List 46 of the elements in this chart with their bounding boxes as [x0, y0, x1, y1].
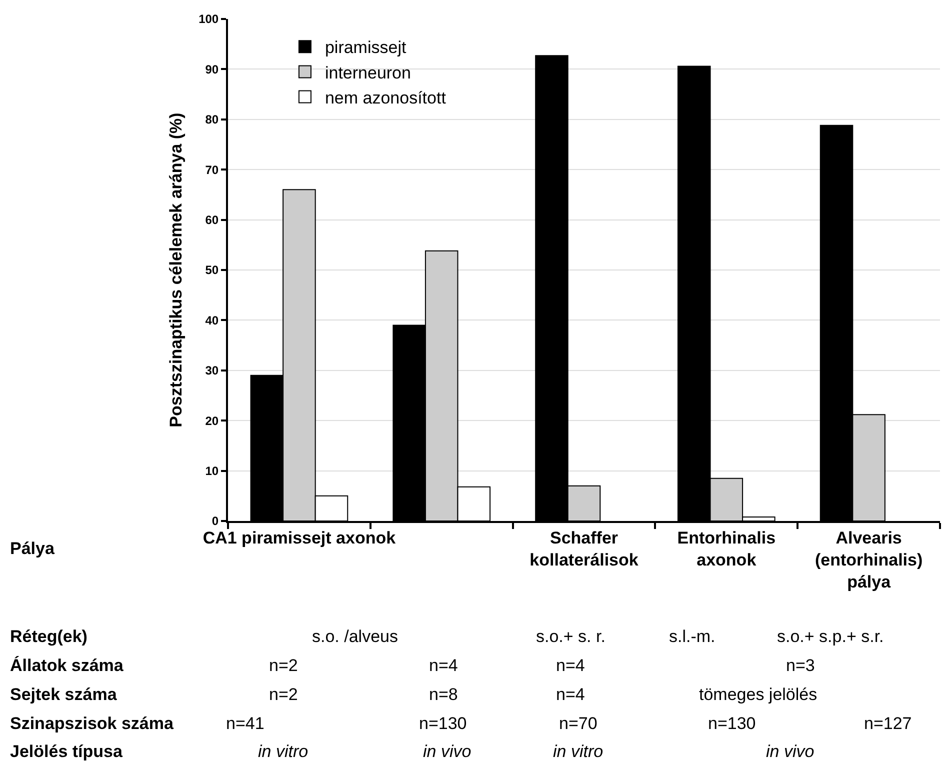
- text: Pálya: [10, 539, 55, 558]
- text: n=3: [786, 656, 815, 675]
- text: s.o. /alveus: [312, 627, 398, 646]
- y-tick-label: 60: [205, 213, 219, 227]
- text: n=70: [559, 714, 598, 733]
- legend-label: piramissejt: [324, 38, 406, 58]
- text: s.o.+ s. r.: [536, 627, 606, 646]
- text: n=4: [556, 656, 585, 675]
- y-tick-label: 40: [205, 313, 219, 328]
- y-tick-label: 70: [205, 162, 219, 177]
- y-tick-label: 30: [205, 364, 219, 378]
- text: n=4: [556, 685, 585, 704]
- text: Szinapszisok száma: [10, 714, 174, 733]
- x-tick-label: CA1 piramissejt axonok: [202, 528, 396, 548]
- legend-label: interneuron: [324, 63, 411, 82]
- x-tick-label: Entorhinalis axonok: [677, 528, 776, 570]
- text: Réteg(ek): [10, 627, 88, 646]
- text: n=130: [708, 714, 756, 733]
- text: Sejtek száma: [10, 685, 118, 704]
- y-tick-label: 50: [205, 263, 219, 278]
- text: in vitro: [553, 742, 604, 761]
- y-tick-label: 90: [205, 62, 219, 76]
- y-tick-label: 0: [212, 514, 219, 528]
- y-tick-label: 80: [205, 112, 219, 127]
- text: Jelölés típusa: [10, 742, 123, 761]
- text: n=130: [419, 714, 467, 733]
- y-tick-label: 10: [205, 464, 219, 478]
- text: n=2: [269, 656, 298, 675]
- y-tick-label: 100: [198, 12, 219, 26]
- text: in vivo: [766, 742, 814, 761]
- text: n=8: [429, 685, 458, 704]
- text: n=4: [429, 656, 458, 675]
- text: tömeges jelölés: [699, 685, 818, 704]
- y-axis-title: Posztszinaptikus célelemek aránya (%): [166, 112, 186, 428]
- text: Állatok száma: [10, 655, 124, 675]
- text: n=41: [226, 714, 264, 733]
- text: in vivo: [423, 742, 472, 761]
- text: s.l.-m.: [669, 627, 716, 646]
- text: n=127: [864, 714, 912, 733]
- text: s.o.+ s.p.+ s.r.: [777, 627, 884, 646]
- text: n=2: [269, 685, 298, 704]
- x-tick-label: Alvearis (entorhinalis) pálya: [814, 528, 923, 592]
- y-tick-label: 20: [205, 414, 219, 428]
- text: in vitro: [258, 742, 308, 761]
- legend-label: nem azonosított: [324, 88, 446, 108]
- x-tick-label: Schaffer kollaterálisok: [530, 528, 639, 570]
